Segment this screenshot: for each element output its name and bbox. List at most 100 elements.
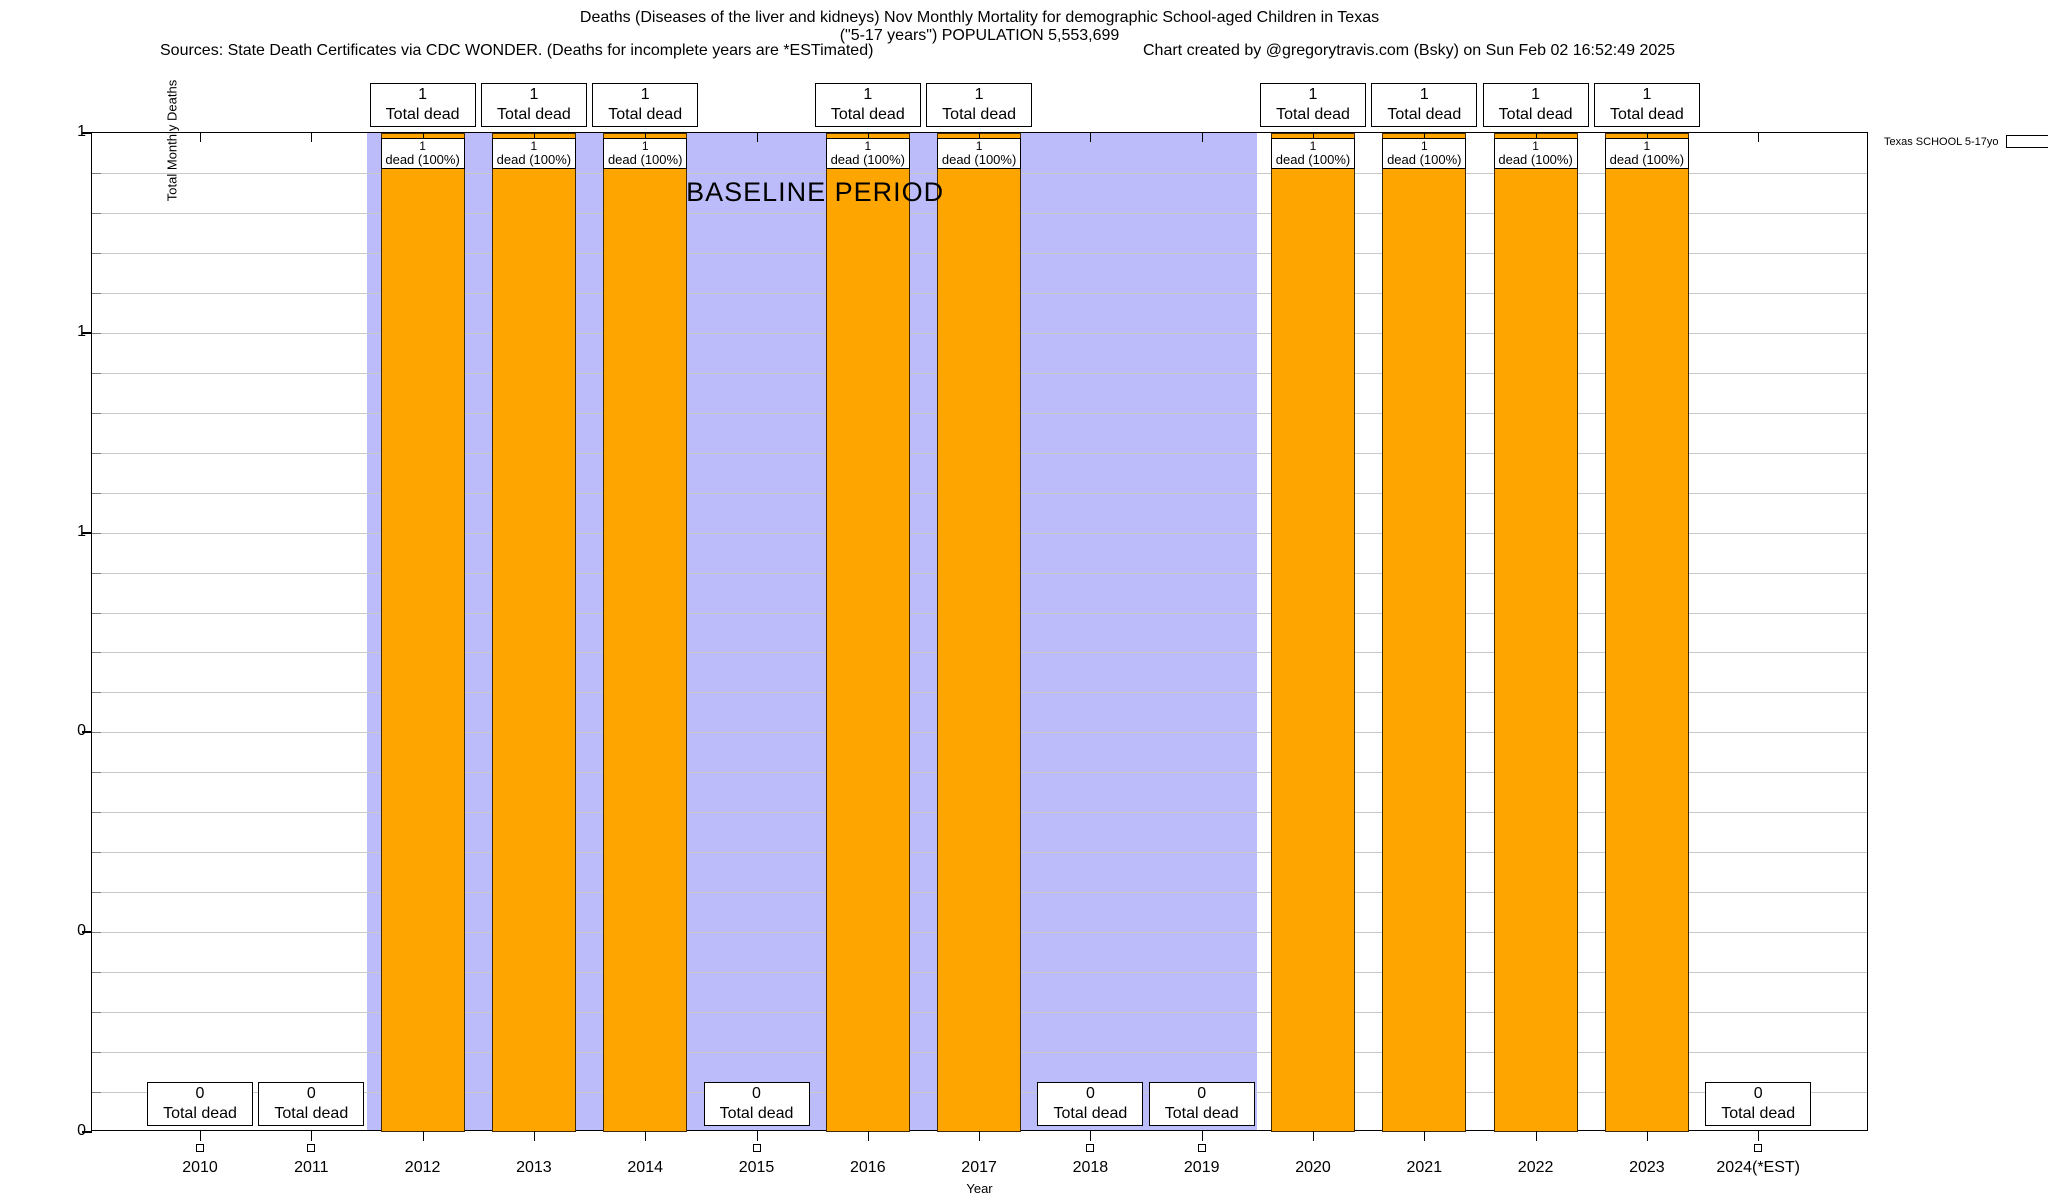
total-dead-box-2019: 0 Total dead — [1148, 1082, 1255, 1126]
chart-title: Deaths (Diseases of the liver and kidney… — [91, 9, 1868, 45]
total-dead-box-2024(*EST): 0 Total dead — [1705, 1082, 1812, 1126]
x-tick-label-2023: 2023 — [1629, 1159, 1665, 1176]
total-dead-label: Total dead — [608, 106, 683, 123]
zero-point-marker — [307, 1144, 316, 1152]
total-dead-label: Total dead — [1387, 106, 1462, 123]
zero-point-marker — [752, 1144, 761, 1152]
total-dead-label: Total dead — [719, 1105, 794, 1122]
x-tick-bottom — [311, 1131, 313, 1141]
x-tick-bottom — [1758, 1131, 1760, 1141]
total-dead-label: Total dead — [942, 106, 1017, 123]
x-tick-top — [311, 133, 313, 142]
x-tick-label-2014: 2014 — [627, 1159, 663, 1176]
total-dead-box-2021: 1 Total dead — [1371, 83, 1478, 127]
bar-2012 — [380, 133, 465, 1132]
y-axis-title: Total Monthly Deaths — [164, 79, 180, 202]
x-tick-label-2015: 2015 — [738, 1159, 775, 1176]
total-dead-label: Total dead — [1053, 1105, 1128, 1122]
zero-point-marker — [1197, 1144, 1206, 1152]
dead-count-label: dead (100%) — [385, 152, 460, 167]
total-dead-label: Total dead — [1721, 1105, 1796, 1122]
x-tick-bottom — [422, 1131, 424, 1141]
total-dead-box-2010: 0 Total dead — [147, 1082, 253, 1126]
legend: Texas SCHOOL 5-17yo — [1884, 135, 2048, 148]
y-minor-tick — [92, 292, 101, 294]
x-tick-top — [1090, 133, 1092, 142]
total-dead-value: 0 — [1753, 1085, 1763, 1102]
dead-count-value: 1 — [530, 139, 538, 153]
y-major-tick — [82, 132, 92, 134]
dead-count-label: dead (100%) — [1498, 152, 1573, 167]
total-dead-box-2022: 1 Total dead — [1482, 83, 1589, 127]
total-dead-value: 0 — [1197, 1085, 1207, 1102]
total-dead-value: 1 — [418, 86, 428, 103]
x-tick-label-2020: 2020 — [1295, 1159, 1331, 1176]
total-dead-value: 0 — [195, 1085, 205, 1102]
y-minor-tick — [92, 692, 101, 694]
total-dead-value: 1 — [1308, 86, 1318, 103]
x-tick-top — [1313, 133, 1314, 142]
x-tick-label-2019: 2019 — [1183, 1159, 1220, 1176]
dead-count-box-2014: 1 dead (100%) — [603, 138, 688, 169]
dead-count-value: 1 — [975, 139, 983, 153]
total-dead-value: 0 — [752, 1085, 761, 1102]
total-dead-label: Total dead — [1164, 1105, 1239, 1122]
x-tick-label-2022: 2022 — [1517, 1159, 1554, 1176]
x-tick-top — [1201, 133, 1203, 142]
y-major-tick — [82, 1131, 92, 1133]
bar-2023 — [1604, 133, 1689, 1132]
x-tick-bottom — [1313, 1131, 1314, 1141]
y-minor-tick — [92, 812, 101, 814]
y-minor-tick — [92, 852, 101, 854]
y-minor-tick — [92, 772, 101, 774]
x-tick-bottom — [533, 1131, 535, 1141]
dead-count-value: 1 — [1643, 139, 1651, 153]
chart-title-line1: Deaths (Diseases of the liver and kidney… — [579, 9, 1380, 26]
dead-count-label: dead (100%) — [1275, 152, 1351, 167]
bar-2021 — [1382, 133, 1467, 1132]
total-dead-box-2011: 0 Total dead — [258, 1082, 365, 1126]
y-tick-label: 0 — [36, 921, 86, 941]
bar-2022 — [1493, 133, 1578, 1132]
total-dead-value: 1 — [863, 86, 873, 103]
total-dead-label: Total dead — [1498, 106, 1573, 123]
total-dead-box-2018: 0 Total dead — [1037, 1082, 1144, 1126]
x-tick-bottom — [1201, 1131, 1203, 1141]
x-tick-top — [979, 133, 981, 142]
y-minor-tick — [92, 1092, 101, 1094]
x-tick-bottom — [200, 1131, 201, 1141]
bar-2013 — [491, 133, 576, 1132]
total-dead-box-2020: 1 Total dead — [1260, 83, 1366, 127]
bar-2017 — [937, 133, 1022, 1132]
dead-count-box-2012: 1 dead (100%) — [380, 138, 465, 169]
chart-title-line2: ("5-17 years") POPULATION 5,553,699 — [839, 27, 1120, 44]
dead-count-label: dead (100%) — [1609, 152, 1685, 167]
y-major-tick — [82, 331, 92, 334]
x-tick-top — [645, 133, 647, 142]
x-tick-label-2024(*EST): 2024(*EST) — [1716, 1159, 1800, 1176]
x-tick-top — [867, 133, 869, 142]
x-tick-label-2010: 2010 — [182, 1159, 218, 1176]
total-dead-label: Total dead — [385, 106, 460, 123]
x-tick-top — [1535, 133, 1537, 142]
x-tick-label-2011: 2011 — [294, 1159, 329, 1176]
total-dead-label: Total dead — [496, 106, 571, 123]
y-minor-tick — [92, 1012, 101, 1014]
x-tick-label-2017: 2017 — [961, 1159, 997, 1176]
x-tick-label-2013: 2013 — [516, 1159, 552, 1176]
x-tick-bottom — [756, 1131, 758, 1141]
total-dead-value: 1 — [1531, 86, 1541, 103]
dead-count-box-2016: 1 dead (100%) — [825, 138, 910, 169]
total-dead-value: 1 — [640, 86, 650, 103]
x-tick-label-2018: 2018 — [1072, 1159, 1109, 1176]
dead-count-box-2017: 1 dead (100%) — [937, 138, 1022, 169]
dead-count-box-2020: 1 dead (100%) — [1271, 138, 1355, 169]
x-tick-top — [200, 133, 201, 142]
total-dead-label: Total dead — [1609, 106, 1684, 123]
y-major-tick — [82, 531, 92, 534]
total-dead-box-2014: 1 Total dead — [592, 83, 699, 127]
x-tick-bottom — [867, 1131, 869, 1141]
y-minor-tick — [92, 612, 101, 614]
dead-count-box-2022: 1 dead (100%) — [1493, 138, 1578, 169]
total-dead-box-2017: 1 Total dead — [926, 83, 1033, 127]
